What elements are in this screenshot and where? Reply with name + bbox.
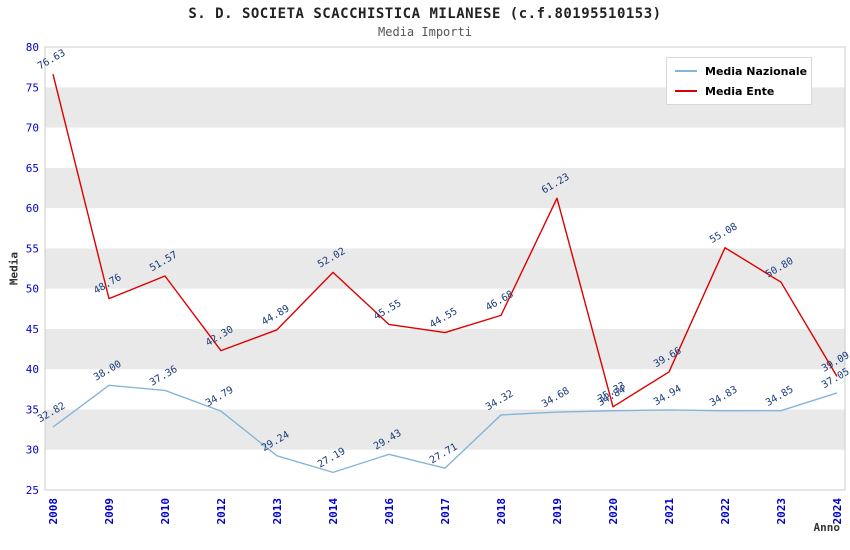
- y-tick-label: 70: [26, 122, 39, 135]
- x-axis-title: Anno: [813, 521, 841, 534]
- legend-label-ente: Media Ente: [705, 84, 775, 98]
- plot-border: [44, 46, 846, 491]
- y-tick-label: 30: [26, 444, 39, 457]
- plot-band: [45, 449, 845, 490]
- y-tick-label: 55: [26, 242, 39, 255]
- y-tick-label: 65: [26, 162, 39, 175]
- chart-title: S. D. SOCIETA SCACCHISTICA MILANESE (c.f…: [188, 6, 662, 22]
- y-axis-title: Media: [7, 251, 21, 286]
- x-tick-label: 2021: [663, 498, 676, 525]
- plot-band: [45, 409, 845, 450]
- legend-item-media-ente: Media Ente: [675, 83, 803, 99]
- x-tick-label: 2019: [551, 498, 564, 525]
- y-tick-label: 25: [26, 484, 39, 497]
- x-tick-label: 2014: [327, 498, 340, 525]
- x-tick-label: 2016: [383, 498, 396, 525]
- y-tick-label: 50: [26, 283, 39, 296]
- plot-band: [45, 248, 845, 289]
- x-tick-label: 2012: [215, 498, 228, 525]
- x-tick-label: 2013: [271, 498, 284, 525]
- legend-marker-nazionale-icon: [675, 70, 697, 72]
- legend-marker-ente-icon: [675, 90, 697, 92]
- x-tick-label: 2017: [439, 498, 452, 525]
- y-tick-label: 45: [26, 323, 39, 336]
- x-tick-label: 2009: [103, 498, 116, 525]
- x-tick-label: 2020: [607, 498, 620, 525]
- plot-band: [45, 369, 845, 410]
- x-tick-label: 2023: [775, 498, 788, 525]
- plot-band: [45, 288, 845, 329]
- x-tick-label: 2018: [495, 498, 508, 525]
- x-tick-label: 2022: [719, 498, 732, 525]
- plot-band: [45, 167, 845, 209]
- chart-subtitle: Media Importi: [378, 25, 472, 39]
- y-tick-label: 35: [26, 403, 39, 416]
- y-tick-label: 40: [26, 363, 39, 376]
- y-tick-label: 80: [26, 41, 39, 54]
- x-tick-label: 2024: [831, 498, 844, 525]
- x-tick-label: 2010: [159, 498, 172, 525]
- y-tick-label: 75: [26, 81, 39, 94]
- series-line-media-ente: [52, 73, 838, 408]
- plot-band: [45, 328, 845, 370]
- x-tick-label: 2008: [47, 498, 60, 525]
- plot-band: [45, 208, 845, 249]
- legend-item-media-nazionale: Media Nazionale: [675, 63, 807, 79]
- legend-label-nazionale: Media Nazionale: [705, 64, 808, 78]
- series-line-media-nazionale: [52, 384, 838, 474]
- y-tick-label: 60: [26, 202, 39, 215]
- plot-band: [45, 127, 845, 168]
- legend: Media Nazionale Media Ente: [666, 57, 812, 105]
